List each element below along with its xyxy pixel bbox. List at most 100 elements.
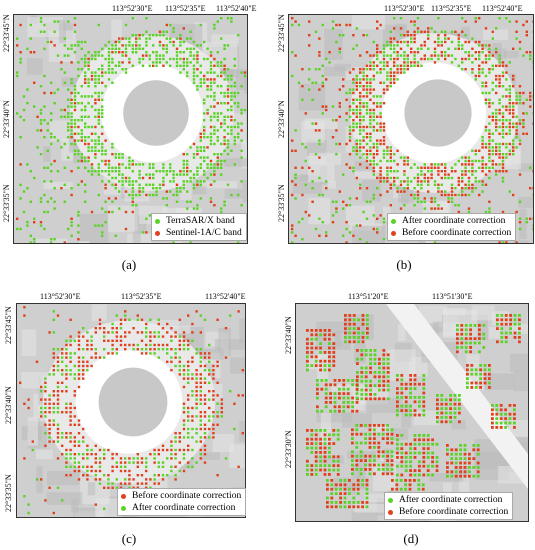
measurement-point bbox=[101, 146, 104, 149]
measurement-point bbox=[471, 68, 474, 71]
measurement-point bbox=[498, 241, 501, 243]
measurement-point bbox=[532, 30, 533, 33]
measurement-point bbox=[456, 350, 459, 354]
measurement-point bbox=[162, 163, 165, 166]
measurement-point bbox=[107, 339, 110, 342]
measurement-point bbox=[403, 68, 406, 71]
measurement-point bbox=[393, 180, 396, 183]
measurement-point bbox=[44, 411, 47, 414]
measurement-point bbox=[469, 324, 472, 327]
measurement-point bbox=[338, 379, 341, 382]
measurement-point bbox=[182, 457, 186, 460]
measurement-point bbox=[330, 483, 334, 487]
measurement-point bbox=[16, 217, 19, 220]
measurement-point bbox=[196, 183, 199, 186]
measurement-point bbox=[149, 335, 152, 338]
measurement-point bbox=[498, 64, 501, 67]
measurement-point bbox=[484, 27, 488, 30]
measurement-point bbox=[332, 442, 336, 445]
measurement-point bbox=[459, 457, 462, 460]
measurement-point bbox=[416, 27, 420, 30]
measurement-point bbox=[148, 173, 151, 176]
measurement-point bbox=[199, 402, 202, 405]
measurement-point bbox=[195, 373, 198, 376]
measurement-point bbox=[209, 173, 213, 176]
measurement-point bbox=[97, 142, 100, 146]
measurement-point bbox=[378, 371, 381, 374]
measurement-point bbox=[342, 173, 345, 176]
measurement-point bbox=[522, 132, 525, 135]
measurement-point bbox=[128, 44, 131, 47]
measurement-point bbox=[404, 442, 408, 446]
measurement-point bbox=[107, 57, 111, 61]
measurement-point bbox=[386, 454, 389, 458]
measurement-point bbox=[471, 173, 474, 176]
measurement-point bbox=[178, 348, 181, 351]
measurement-point bbox=[39, 224, 43, 227]
measurement-point bbox=[464, 156, 467, 159]
measurement-point bbox=[393, 159, 396, 163]
measurement-point bbox=[508, 61, 511, 64]
measurement-point bbox=[409, 460, 412, 464]
measurement-point bbox=[369, 153, 372, 156]
measurement-point bbox=[220, 406, 223, 410]
measurement-point bbox=[461, 68, 464, 71]
legend-label: Before coordinate correction bbox=[132, 491, 242, 501]
measurement-point bbox=[522, 119, 525, 122]
measurement-point bbox=[230, 108, 233, 112]
measurement-point bbox=[406, 159, 409, 163]
measurement-point bbox=[61, 381, 64, 384]
measurement-point bbox=[359, 81, 362, 84]
measurement-point bbox=[65, 453, 68, 456]
measurement-point bbox=[386, 64, 389, 67]
measurement-point bbox=[73, 102, 77, 105]
measurement-point bbox=[396, 442, 399, 446]
measurement-point bbox=[389, 170, 392, 173]
measurement-point bbox=[376, 64, 379, 67]
measurement-point bbox=[73, 436, 76, 439]
measurement-point bbox=[73, 125, 77, 129]
measurement-point bbox=[459, 452, 462, 456]
measurement-point bbox=[86, 474, 89, 477]
measurement-point bbox=[346, 396, 350, 400]
measurement-point bbox=[77, 238, 80, 241]
measurement-point bbox=[111, 457, 114, 460]
measurement-point bbox=[393, 71, 396, 74]
measurement-point bbox=[488, 136, 491, 139]
measurement-point bbox=[484, 54, 488, 57]
measurement-point bbox=[44, 406, 47, 410]
left-coord-label: 22°33'30"N bbox=[284, 430, 293, 468]
measurement-point bbox=[316, 405, 319, 409]
measurement-point bbox=[308, 166, 311, 169]
measurement-point bbox=[16, 37, 19, 40]
measurement-point bbox=[440, 411, 444, 415]
measurement-point bbox=[430, 170, 433, 173]
measurement-point bbox=[508, 102, 511, 105]
measurement-point bbox=[77, 231, 80, 234]
measurement-point bbox=[369, 136, 372, 139]
measurement-point bbox=[111, 51, 114, 54]
measurement-point bbox=[427, 30, 430, 33]
measurement-point bbox=[226, 17, 230, 20]
measurement-point bbox=[135, 180, 138, 183]
measurement-point bbox=[525, 132, 528, 135]
measurement-point bbox=[433, 163, 437, 166]
measurement-point bbox=[213, 64, 216, 67]
measurement-point bbox=[332, 359, 336, 363]
measurement-point bbox=[87, 142, 90, 146]
measurement-point bbox=[220, 91, 223, 95]
measurement-point bbox=[369, 119, 372, 122]
measurement-point bbox=[209, 64, 213, 67]
measurement-point bbox=[505, 125, 508, 129]
terrain-patch bbox=[324, 29, 343, 60]
measurement-point bbox=[413, 387, 417, 390]
measurement-point bbox=[140, 461, 144, 464]
measurement-point bbox=[19, 61, 22, 64]
measurement-point bbox=[67, 115, 70, 118]
measurement-point bbox=[459, 448, 462, 452]
measurement-point bbox=[70, 78, 73, 81]
measurement-point bbox=[423, 207, 426, 210]
measurement-point bbox=[69, 453, 72, 456]
terrain-patch bbox=[27, 17, 64, 37]
measurement-point bbox=[321, 85, 324, 88]
